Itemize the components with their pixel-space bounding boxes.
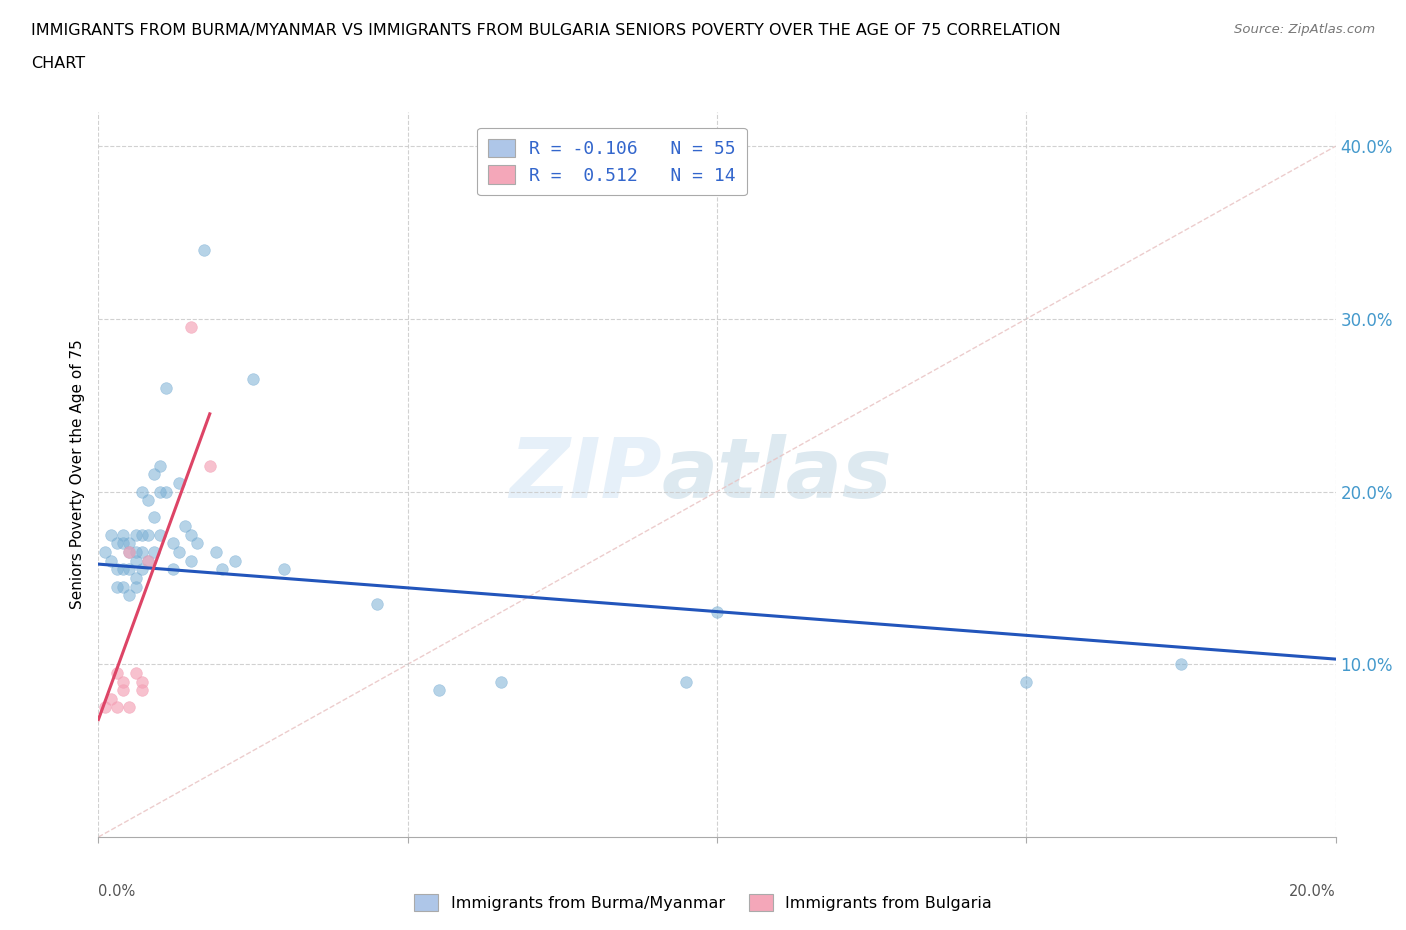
Text: ZIP: ZIP	[509, 433, 661, 515]
Point	[136, 493, 159, 508]
Point	[118, 588, 141, 603]
Point	[143, 545, 166, 560]
Point	[1170, 657, 1192, 671]
Point	[124, 579, 146, 594]
Point	[131, 527, 153, 542]
Point	[180, 320, 202, 335]
Point	[112, 674, 135, 689]
Legend: Immigrants from Burma/Myanmar, Immigrants from Bulgaria: Immigrants from Burma/Myanmar, Immigrant…	[408, 888, 998, 917]
Point	[118, 545, 141, 560]
Point	[118, 562, 141, 577]
Point	[162, 562, 184, 577]
Point	[131, 562, 153, 577]
Point	[1015, 674, 1038, 689]
Point	[198, 458, 221, 473]
Point	[105, 536, 128, 551]
Point	[100, 553, 122, 568]
Point	[112, 579, 135, 594]
Point	[112, 562, 135, 577]
Point	[131, 674, 153, 689]
Point	[193, 243, 215, 258]
Point	[124, 570, 146, 585]
Point	[167, 475, 190, 490]
Point	[489, 674, 512, 689]
Point	[131, 683, 153, 698]
Point	[155, 485, 177, 499]
Point	[93, 700, 115, 715]
Point	[124, 545, 146, 560]
Point	[105, 579, 128, 594]
Point	[174, 519, 197, 534]
Text: 20.0%: 20.0%	[1289, 884, 1336, 899]
Legend: R = -0.106   N = 55, R =  0.512   N = 14: R = -0.106 N = 55, R = 0.512 N = 14	[477, 128, 747, 195]
Point	[155, 380, 177, 395]
Point	[100, 691, 122, 706]
Point	[131, 485, 153, 499]
Point	[124, 553, 146, 568]
Point	[427, 683, 450, 698]
Point	[211, 562, 233, 577]
Point	[112, 527, 135, 542]
Point	[675, 674, 697, 689]
Point	[143, 467, 166, 482]
Y-axis label: Seniors Poverty Over the Age of 75: Seniors Poverty Over the Age of 75	[69, 339, 84, 609]
Point	[118, 700, 141, 715]
Point	[224, 553, 246, 568]
Point	[112, 536, 135, 551]
Point	[180, 553, 202, 568]
Point	[136, 527, 159, 542]
Point	[186, 536, 208, 551]
Point	[366, 596, 388, 611]
Point	[105, 562, 128, 577]
Text: IMMIGRANTS FROM BURMA/MYANMAR VS IMMIGRANTS FROM BULGARIA SENIORS POVERTY OVER T: IMMIGRANTS FROM BURMA/MYANMAR VS IMMIGRA…	[31, 23, 1060, 38]
Point	[149, 485, 172, 499]
Point	[118, 536, 141, 551]
Point	[118, 545, 141, 560]
Point	[242, 372, 264, 387]
Point	[205, 545, 228, 560]
Point	[136, 553, 159, 568]
Point	[273, 562, 295, 577]
Point	[149, 527, 172, 542]
Point	[93, 545, 115, 560]
Point	[180, 527, 202, 542]
Text: atlas: atlas	[661, 433, 891, 515]
Text: Source: ZipAtlas.com: Source: ZipAtlas.com	[1234, 23, 1375, 36]
Point	[112, 683, 135, 698]
Point	[149, 458, 172, 473]
Point	[162, 536, 184, 551]
Point	[105, 700, 128, 715]
Point	[124, 527, 146, 542]
Point	[143, 510, 166, 525]
Point	[100, 527, 122, 542]
Point	[131, 545, 153, 560]
Text: CHART: CHART	[31, 56, 84, 71]
Point	[167, 545, 190, 560]
Text: 0.0%: 0.0%	[98, 884, 135, 899]
Point	[124, 666, 146, 681]
Point	[706, 605, 728, 620]
Point	[105, 666, 128, 681]
Point	[136, 553, 159, 568]
